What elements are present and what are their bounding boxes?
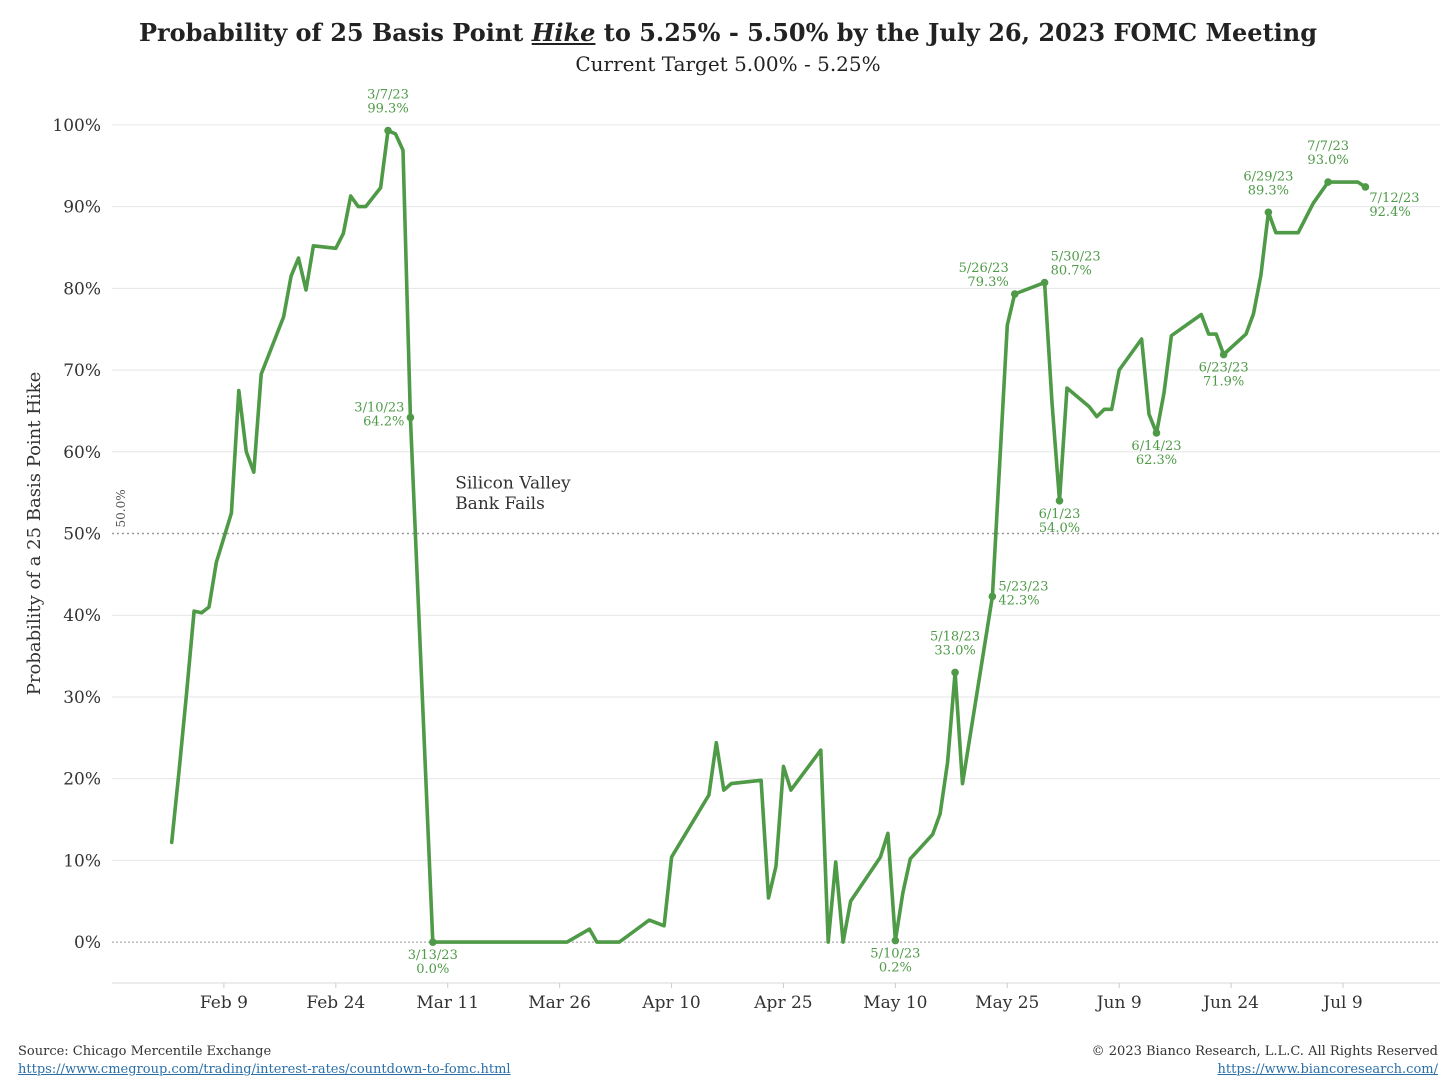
x-tick-label: May 25 <box>975 993 1039 1013</box>
data-label-date: 5/30/23 <box>1051 250 1101 265</box>
series-line <box>169 128 1368 944</box>
source-label: Source: Chicago Mercentile Exchange <box>18 1044 272 1059</box>
data-point <box>1152 429 1161 437</box>
data-label-date: 6/1/23 <box>1039 507 1081 522</box>
y-tick-label: 10% <box>63 851 101 871</box>
data-label-date: 3/13/23 <box>408 948 458 963</box>
data-label-value: 89.3% <box>1248 183 1289 198</box>
x-tick-label: Jun 24 <box>1201 993 1259 1013</box>
data-label-date: 7/12/23 <box>1369 191 1419 206</box>
site-link[interactable]: https://www.biancoresearch.com/ <box>1217 1062 1438 1077</box>
x-tick-label: Mar 11 <box>416 993 479 1013</box>
y-tick-label: 100% <box>52 116 101 136</box>
data-label-date: 6/23/23 <box>1199 361 1249 376</box>
x-tick-label: Apr 25 <box>753 993 812 1013</box>
source-link[interactable]: https://www.cmegroup.com/trading/interes… <box>18 1062 511 1077</box>
x-tick-label: Jun 9 <box>1095 993 1142 1013</box>
x-tick-label: Jul 9 <box>1321 993 1362 1013</box>
data-point <box>1219 350 1228 359</box>
y-tick-label: 50% <box>63 525 101 545</box>
data-point <box>406 413 415 422</box>
data-label-value: 42.3% <box>998 593 1039 608</box>
data-point <box>1361 183 1370 191</box>
data-label-value: 93.0% <box>1307 153 1348 168</box>
data-label-date: 3/7/23 <box>367 88 409 103</box>
data-label-value: 79.3% <box>967 275 1008 290</box>
data-label-date: 5/23/23 <box>998 579 1048 594</box>
data-label-value: 0.2% <box>879 961 912 976</box>
event-annotation: Silicon Valley <box>455 474 571 494</box>
data-label-value: 71.9% <box>1203 375 1244 390</box>
y-tick-label: 70% <box>63 361 101 381</box>
y-tick-label: 30% <box>63 688 101 708</box>
data-label-date: 6/29/23 <box>1243 169 1293 184</box>
data-point <box>1055 497 1064 505</box>
data-label-value: 62.3% <box>1136 453 1177 468</box>
data-point <box>988 592 997 601</box>
event-annotation: Bank Fails <box>455 494 545 514</box>
data-label-value: 92.4% <box>1369 205 1410 220</box>
y-tick-label: 20% <box>63 770 101 790</box>
footer-source: Source: Chicago Mercentile Exchange http… <box>18 1043 511 1079</box>
data-label-date: 3/10/23 <box>354 400 404 415</box>
data-label-date: 7/7/23 <box>1307 139 1349 154</box>
data-label-date: 5/26/23 <box>959 261 1009 276</box>
x-tick-label: Feb 9 <box>200 993 248 1013</box>
x-tick-label: May 10 <box>863 993 927 1013</box>
data-point <box>429 938 437 946</box>
data-label-value: 54.0% <box>1039 521 1080 536</box>
reference-line-label: 50.0% <box>114 489 128 527</box>
x-tick-label: Mar 26 <box>528 993 591 1013</box>
y-tick-label: 0% <box>74 933 101 953</box>
x-tick-label: Feb 24 <box>306 993 365 1013</box>
data-point <box>1264 208 1273 217</box>
x-tick-label: Apr 10 <box>641 993 700 1013</box>
copyright-label: © 2023 Bianco Research, L.L.C. All Right… <box>1091 1044 1438 1059</box>
y-tick-label: 80% <box>63 279 101 299</box>
data-label-date: 6/14/23 <box>1131 439 1181 454</box>
y-tick-label: 60% <box>63 443 101 463</box>
data-label-date: 5/10/23 <box>870 947 920 962</box>
data-point <box>384 126 392 135</box>
data-point <box>951 668 959 677</box>
data-point <box>1324 178 1332 186</box>
y-tick-label: 90% <box>63 198 101 218</box>
y-axis-label: Probability of a 25 Basis Point Hike <box>24 372 45 695</box>
footer-copyright: © 2023 Bianco Research, L.L.C. All Right… <box>1092 1043 1438 1079</box>
data-label-value: 99.3% <box>367 102 408 117</box>
chart-title: Probability of 25 Basis Point Hike to 5.… <box>138 18 1318 47</box>
title-emphasis: Hike <box>531 18 596 47</box>
data-label-value: 64.2% <box>363 414 404 429</box>
data-label-value: 0.0% <box>416 962 449 977</box>
data-label-value: 80.7% <box>1051 264 1092 279</box>
data-label-value: 33.0% <box>934 643 975 658</box>
y-tick-label: 40% <box>63 606 101 626</box>
data-label-date: 5/18/23 <box>930 629 980 644</box>
data-point <box>1010 290 1019 298</box>
data-point <box>1040 278 1049 287</box>
chart-subtitle: Current Target 5.00% - 5.25% <box>575 52 881 76</box>
data-point <box>891 936 900 945</box>
